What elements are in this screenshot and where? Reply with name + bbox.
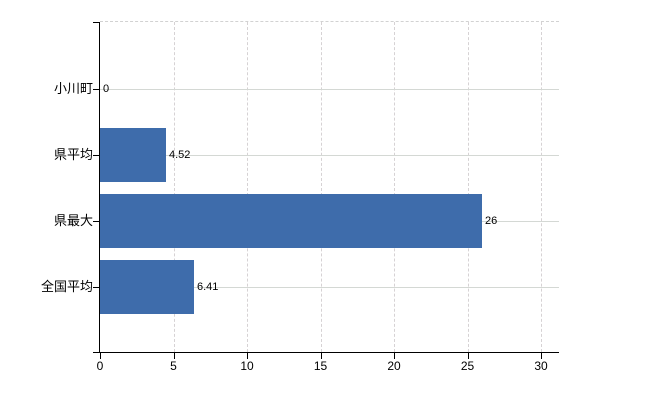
category-label: 小川町 [53, 81, 93, 96]
bar-value-label: 6.41 [197, 281, 219, 293]
horizontal-gridline [100, 287, 559, 288]
x-tick-label: 20 [387, 359, 401, 373]
bar-value-label: 4.52 [169, 149, 191, 161]
bar [100, 128, 166, 182]
vertical-gridline [541, 22, 542, 352]
plot-top-border [100, 21, 559, 22]
x-axis-tick [320, 353, 322, 359]
x-tick-label: 15 [313, 359, 328, 373]
x-axis-tick [247, 353, 248, 359]
horizontal-gridline [100, 89, 559, 90]
vertical-gridline [247, 22, 248, 352]
x-axis-tick [467, 353, 469, 359]
y-axis-tick [93, 155, 100, 156]
x-axis-tick [394, 353, 395, 359]
bar-value-label: 26 [485, 215, 498, 227]
category-label: 県最大 [53, 213, 93, 228]
y-axis-tick [93, 287, 100, 288]
category-label: 県平均 [53, 147, 93, 162]
x-tick-label: 5 [170, 359, 177, 373]
bar [100, 194, 482, 248]
x-tick-label: 10 [240, 359, 254, 373]
x-axis-tick [173, 353, 175, 359]
category-label: 全国平均 [40, 279, 93, 294]
y-axis-line [99, 22, 100, 352]
x-axis-tick [100, 353, 101, 359]
vertical-gridline [394, 22, 395, 352]
bar [100, 260, 194, 314]
bar-value-label: 0 [103, 83, 110, 95]
y-axis-tick [93, 89, 100, 90]
vertical-gridline [320, 22, 322, 352]
vertical-gridline [173, 22, 175, 352]
x-tick-label: 0 [96, 359, 104, 373]
x-axis-tick [541, 353, 542, 359]
x-axis-line [93, 352, 559, 353]
y-axis-tick [93, 221, 100, 222]
vertical-gridline [467, 22, 469, 352]
x-tick-label: 25 [460, 359, 475, 373]
x-tick-label: 30 [534, 359, 548, 373]
horizontal-gridline [100, 155, 559, 156]
y-axis-tick [93, 22, 100, 23]
